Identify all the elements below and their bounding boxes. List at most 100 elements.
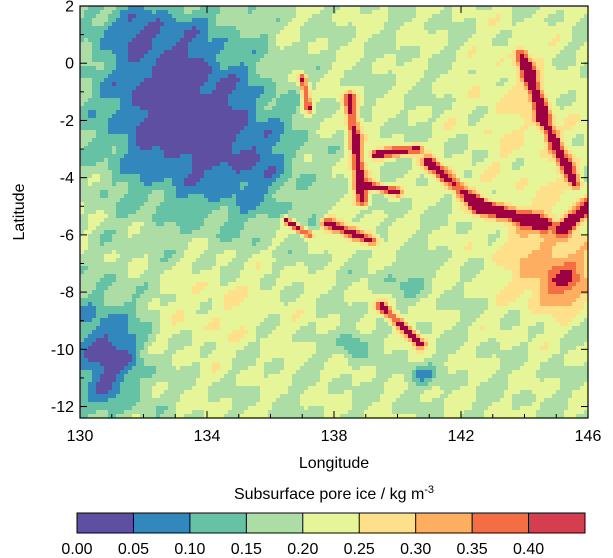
field-cell <box>208 150 213 155</box>
field-cell <box>524 90 529 95</box>
field-cell <box>184 30 189 35</box>
field-cell <box>312 110 317 115</box>
field-cell <box>520 130 525 135</box>
field-cell <box>520 106 525 111</box>
field-cell <box>324 98 329 103</box>
field-cell <box>212 50 217 55</box>
field-cell <box>376 114 381 119</box>
field-cell <box>232 126 237 131</box>
field-cell <box>88 90 93 95</box>
field-cell <box>404 62 409 67</box>
field-cell <box>88 18 93 23</box>
field-cell <box>472 126 477 131</box>
field-cell <box>556 134 561 139</box>
field-cell <box>400 42 405 47</box>
field-cell <box>452 154 457 159</box>
field-cell <box>456 90 461 95</box>
field-cell <box>176 118 181 123</box>
field-cell <box>236 14 241 19</box>
field-cell <box>148 118 153 123</box>
field-cell <box>120 114 125 119</box>
field-cell <box>388 130 393 135</box>
field-cell <box>416 70 421 75</box>
field-cell <box>188 118 193 123</box>
field-cell <box>448 70 453 75</box>
field-cell <box>416 26 421 31</box>
field-cell <box>384 98 389 103</box>
field-cell <box>580 26 585 31</box>
field-cell <box>420 126 425 131</box>
field-cell <box>372 38 377 43</box>
field-cell <box>204 122 209 127</box>
field-cell <box>228 130 233 135</box>
field-cell <box>536 42 541 47</box>
field-cell <box>196 118 201 123</box>
field-cell <box>424 110 429 115</box>
field-cell <box>336 130 341 135</box>
field-cell <box>180 22 185 27</box>
field-cell <box>156 22 161 27</box>
field-cell <box>328 66 333 71</box>
field-cell <box>348 22 353 27</box>
field-cell <box>248 106 253 111</box>
field-cell <box>124 158 129 163</box>
field-cell <box>268 70 273 75</box>
field-cell <box>248 86 253 91</box>
field-cell <box>380 22 385 27</box>
field-cell <box>456 150 461 155</box>
field-cell <box>348 74 353 79</box>
field-cell <box>124 10 129 15</box>
field-cell <box>144 90 149 95</box>
field-cell <box>152 34 157 39</box>
field-cell <box>144 94 149 99</box>
field-cell <box>140 14 145 19</box>
field-cell <box>548 114 553 119</box>
field-cell <box>500 10 505 15</box>
field-cell <box>448 146 453 151</box>
field-cell <box>324 30 329 35</box>
field-cell <box>400 134 405 139</box>
field-cell <box>224 102 229 107</box>
field-cell <box>428 78 433 83</box>
field-cell <box>392 50 397 55</box>
field-cell <box>572 78 577 83</box>
field-cell <box>536 118 541 123</box>
field-cell <box>388 102 393 107</box>
field-cell <box>296 142 301 147</box>
field-cell <box>128 134 133 139</box>
field-cell <box>116 50 121 55</box>
field-cell <box>504 86 509 91</box>
field-cell <box>364 154 369 159</box>
field-cell <box>292 42 297 47</box>
field-cell <box>552 34 557 39</box>
field-cell <box>108 50 113 55</box>
field-cell <box>220 78 225 83</box>
field-cell <box>180 58 185 63</box>
field-cell <box>104 126 109 131</box>
field-cell <box>476 74 481 79</box>
field-cell <box>228 158 233 163</box>
field-cell <box>236 142 241 147</box>
field-cell <box>484 70 489 75</box>
field-cell <box>128 98 133 103</box>
field-cell <box>128 66 133 71</box>
field-cell <box>496 66 501 71</box>
field-cell <box>356 110 361 115</box>
field-cell <box>452 118 457 123</box>
field-cell <box>476 58 481 63</box>
field-cell <box>260 66 265 71</box>
field-cell <box>80 54 85 59</box>
field-cell <box>556 106 561 111</box>
field-cell <box>192 82 197 87</box>
field-cell <box>144 62 149 67</box>
field-cell <box>316 122 321 127</box>
field-cell <box>228 122 233 127</box>
field-cell <box>368 14 373 19</box>
field-cell <box>480 46 485 51</box>
field-cell <box>524 66 529 71</box>
field-cell <box>176 78 181 83</box>
field-cell <box>516 134 521 139</box>
field-cell <box>204 50 209 55</box>
field-cell <box>516 54 521 59</box>
field-cell <box>440 90 445 95</box>
